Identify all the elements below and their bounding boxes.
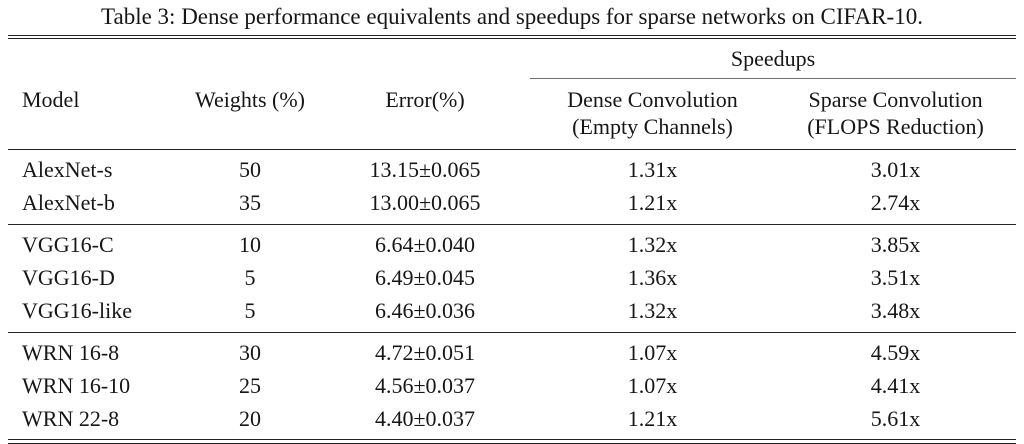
cell-weights: 50	[239, 157, 261, 183]
cell-error: 13.15±0.065	[369, 157, 481, 183]
cell-error: 6.64±0.040	[320, 224, 531, 262]
cell-sparse-speedup: 3.51x	[870, 265, 921, 291]
col-header-weights: Weights (%)	[180, 78, 320, 151]
cell-dense-speedup: 1.07x	[627, 373, 678, 399]
cell-weights: 20	[239, 406, 261, 432]
cell-error: 13.00±0.065	[369, 190, 481, 216]
cell-sparse-speedup: 4.41x	[870, 373, 921, 399]
cell-sparse-speedup: 5.61x	[870, 406, 921, 432]
cell-model: WRN 16-8	[8, 332, 180, 370]
cell-sparse-speedup: 3.01x	[870, 157, 921, 183]
cell-model: AlexNet-b	[22, 190, 115, 216]
table-row: WRN 16-10 25 4.56±0.037 1.07x 4.41x	[8, 369, 1016, 402]
table-row: VGG16-D 5 6.49±0.045 1.36x 3.51x	[8, 261, 1016, 294]
table-row: VGG16-C 10 6.64±0.040 1.32x 3.85x	[8, 224, 1017, 262]
cell-dense-speedup: 1.32x	[530, 224, 776, 262]
cell-dense-speedup: 1.31x	[627, 157, 678, 183]
table-row: WRN 16-8 30 4.72±0.051 1.07x 4.59x	[8, 332, 1017, 370]
cell-weights: 25	[239, 373, 261, 399]
cell-weights: 30	[180, 332, 320, 370]
col-header-dense-convolution: Dense Convolution (Empty Channels)	[530, 78, 776, 151]
col-header-model: Model	[8, 78, 180, 151]
paper-page: Table 3: Dense performance equivalents a…	[8, 0, 1017, 444]
span-header-spacer	[8, 39, 530, 79]
cell-model: WRN 16-10	[22, 373, 131, 399]
col-header-dense-line2: (Empty Channels)	[572, 114, 733, 140]
cell-model: VGG16-like	[22, 298, 132, 324]
col-header-sparse-convolution: Sparse Convolution (FLOPS Reduction)	[775, 78, 1017, 151]
cell-weights: 10	[180, 224, 320, 262]
column-header-row: Model Weights (%) Error(%) Dense Convolu…	[8, 78, 1017, 151]
results-table: Speedups Model Weights (%) Error(%) Dens…	[8, 39, 1017, 439]
table-caption: Table 3: Dense performance equivalents a…	[101, 4, 923, 29]
bottom-double-rule	[8, 439, 1016, 444]
cell-dense-speedup: 1.21x	[627, 190, 678, 216]
table-row: VGG16-like 5 6.46±0.036 1.32x 3.48x	[8, 294, 1016, 333]
table-row: WRN 22-8 20 4.40±0.037 1.21x 5.61x	[8, 402, 1016, 439]
cell-weights: 5	[244, 265, 256, 291]
cell-weights: 5	[244, 298, 256, 324]
cell-dense-speedup: 1.21x	[627, 406, 678, 432]
cell-error: 4.72±0.051	[320, 332, 531, 370]
cell-model: VGG16-D	[22, 265, 115, 291]
cell-sparse-speedup: 4.59x	[775, 332, 1017, 370]
cell-dense-speedup: 1.32x	[627, 298, 678, 324]
cell-dense-speedup: 1.36x	[627, 265, 678, 291]
cell-error: 4.40±0.037	[374, 406, 476, 432]
table-row: AlexNet-s 50 13.15±0.065 1.31x 3.01x	[8, 150, 1016, 187]
cell-model: VGG16-C	[8, 224, 180, 262]
cell-error: 4.56±0.037	[374, 373, 476, 399]
cell-error: 6.49±0.045	[374, 265, 476, 291]
speedups-span-header: Speedups	[530, 39, 1017, 80]
cell-model: AlexNet-s	[22, 157, 113, 183]
table-row: AlexNet-b 35 13.00±0.065 1.21x 2.74x	[8, 186, 1016, 225]
cell-model: WRN 22-8	[22, 406, 120, 432]
col-header-dense-line1: Dense Convolution	[567, 87, 738, 113]
cell-sparse-speedup: 3.48x	[870, 298, 921, 324]
cell-weights: 35	[239, 190, 261, 216]
col-header-error: Error(%)	[320, 78, 531, 151]
cell-dense-speedup: 1.07x	[530, 332, 776, 370]
cell-sparse-speedup: 3.85x	[775, 224, 1017, 262]
top-double-rule	[8, 35, 1016, 40]
cell-sparse-speedup: 2.74x	[870, 190, 921, 216]
cell-error: 6.46±0.036	[374, 298, 476, 324]
col-header-sparse-line1: Sparse Convolution	[808, 87, 983, 113]
span-header-row: Speedups	[8, 39, 1017, 80]
col-header-sparse-line2: (FLOPS Reduction)	[807, 114, 984, 140]
